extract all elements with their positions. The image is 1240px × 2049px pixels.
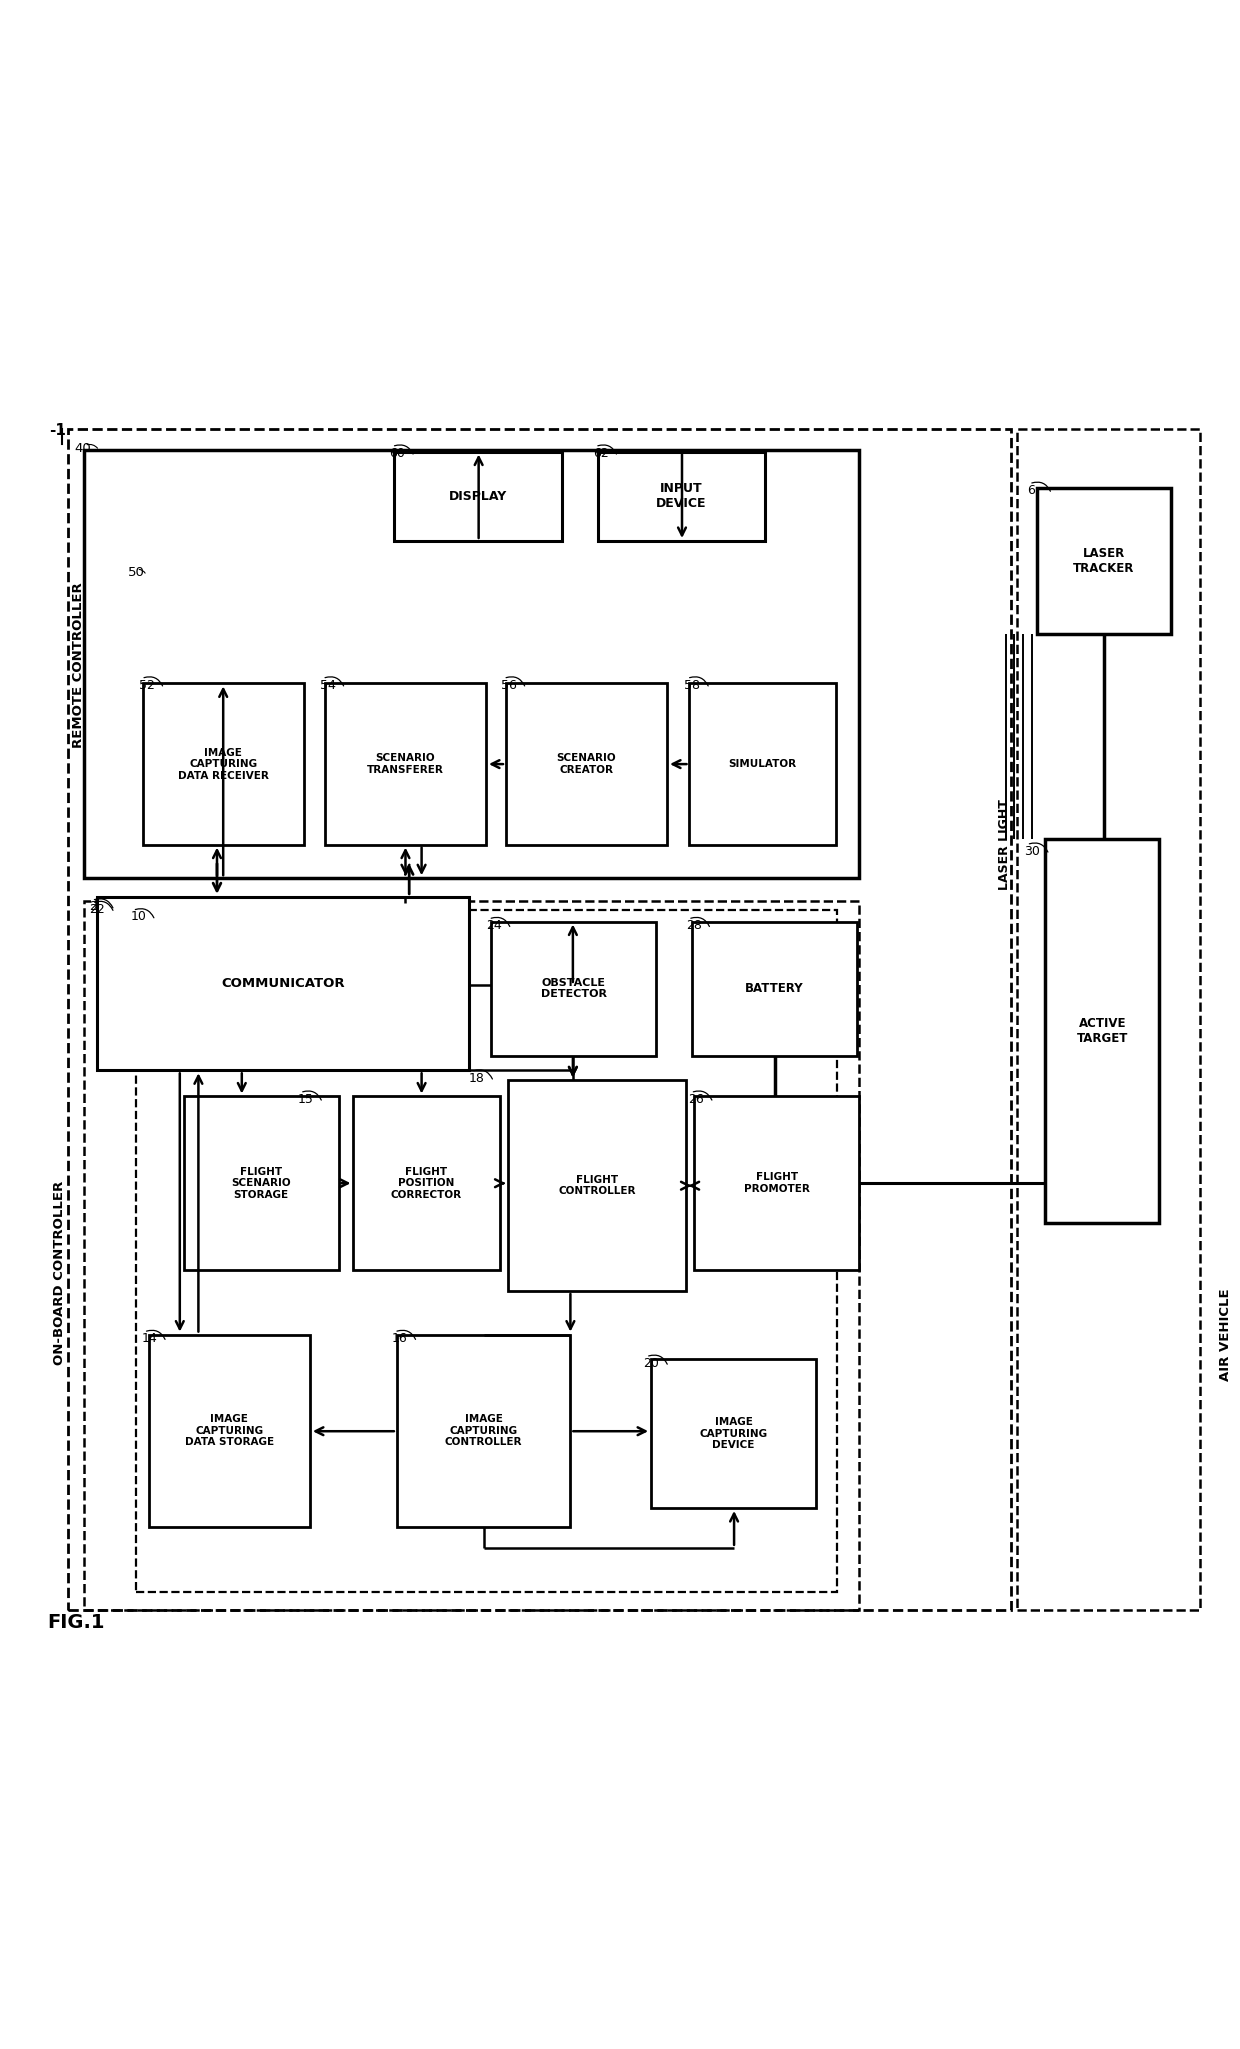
Bar xyxy=(651,1358,816,1508)
Bar xyxy=(325,684,486,844)
Text: IMAGE
CAPTURING
DEVICE: IMAGE CAPTURING DEVICE xyxy=(699,1418,768,1451)
Bar xyxy=(84,451,859,879)
Text: 28: 28 xyxy=(686,920,702,932)
Text: FLIGHT
CONTROLLER: FLIGHT CONTROLLER xyxy=(558,1174,636,1197)
Text: SIMULATOR: SIMULATOR xyxy=(729,758,796,768)
Text: SCENARIO
TRANSFERER: SCENARIO TRANSFERER xyxy=(367,754,444,775)
Text: 60: 60 xyxy=(389,447,405,459)
Text: 56: 56 xyxy=(501,678,517,693)
Text: 2: 2 xyxy=(89,900,97,914)
Bar xyxy=(508,1080,686,1291)
Bar xyxy=(689,684,836,844)
Text: 58: 58 xyxy=(684,678,701,693)
Bar xyxy=(1017,430,1200,1611)
Bar xyxy=(136,594,837,861)
Text: DISPLAY: DISPLAY xyxy=(449,490,507,502)
Bar xyxy=(598,451,765,541)
Text: IMAGE
CAPTURING
CONTROLLER: IMAGE CAPTURING CONTROLLER xyxy=(445,1414,522,1447)
Bar xyxy=(1037,488,1171,633)
Text: BATTERY: BATTERY xyxy=(745,981,804,996)
Text: IMAGE
CAPTURING
DATA STORAGE: IMAGE CAPTURING DATA STORAGE xyxy=(185,1414,274,1447)
Text: INPUT
DEVICE: INPUT DEVICE xyxy=(656,482,707,510)
Text: 52: 52 xyxy=(139,678,155,693)
Text: 20: 20 xyxy=(644,1356,660,1371)
Text: COMMUNICATOR: COMMUNICATOR xyxy=(221,977,345,990)
Bar xyxy=(84,900,859,1611)
Text: 54: 54 xyxy=(320,678,336,693)
Text: ACTIVE
TARGET: ACTIVE TARGET xyxy=(1076,1016,1128,1045)
Text: FLIGHT
POSITION
CORRECTOR: FLIGHT POSITION CORRECTOR xyxy=(391,1166,463,1201)
Text: 10: 10 xyxy=(130,910,146,924)
Bar xyxy=(136,910,837,1592)
Text: LASER
TRACKER: LASER TRACKER xyxy=(1073,547,1135,574)
Bar xyxy=(692,922,857,1055)
Bar xyxy=(149,1334,310,1527)
Text: 18: 18 xyxy=(469,1072,485,1084)
Text: 14: 14 xyxy=(141,1332,157,1344)
Text: 24: 24 xyxy=(486,920,502,932)
Text: 40: 40 xyxy=(74,443,92,455)
Bar xyxy=(353,1096,500,1270)
Text: 50: 50 xyxy=(128,566,145,578)
Text: -1: -1 xyxy=(50,422,67,438)
Text: 62: 62 xyxy=(593,447,609,459)
Bar xyxy=(394,451,562,541)
Bar xyxy=(143,684,304,844)
Text: OBSTACLE
DETECTOR: OBSTACLE DETECTOR xyxy=(541,977,606,1000)
Text: 30: 30 xyxy=(1024,844,1040,859)
Bar xyxy=(97,897,469,1070)
Text: 16: 16 xyxy=(392,1332,408,1344)
Text: FIG.1: FIG.1 xyxy=(47,1613,104,1633)
Bar xyxy=(397,1334,570,1527)
Text: FLIGHT
SCENARIO
STORAGE: FLIGHT SCENARIO STORAGE xyxy=(231,1166,291,1201)
Text: AIR VEHICLE: AIR VEHICLE xyxy=(1219,1289,1231,1381)
Bar xyxy=(184,1096,339,1270)
Bar xyxy=(491,922,656,1055)
Text: FLIGHT
PROMOTER: FLIGHT PROMOTER xyxy=(744,1172,810,1195)
Text: ON-BOARD CONTROLLER: ON-BOARD CONTROLLER xyxy=(53,1180,66,1365)
Text: REMOTE CONTROLLER: REMOTE CONTROLLER xyxy=(72,582,84,748)
Text: 26: 26 xyxy=(688,1092,704,1106)
Text: LASER LIGHT: LASER LIGHT xyxy=(998,799,1011,889)
Text: 22: 22 xyxy=(89,904,105,916)
Text: 15: 15 xyxy=(298,1092,314,1106)
Text: SCENARIO
CREATOR: SCENARIO CREATOR xyxy=(557,754,616,775)
Text: 6: 6 xyxy=(1027,484,1034,496)
Bar xyxy=(68,430,1011,1611)
Bar xyxy=(506,684,667,844)
Text: IMAGE
CAPTURING
DATA RECEIVER: IMAGE CAPTURING DATA RECEIVER xyxy=(177,748,269,781)
Bar xyxy=(694,1096,859,1270)
Bar xyxy=(1045,838,1159,1223)
